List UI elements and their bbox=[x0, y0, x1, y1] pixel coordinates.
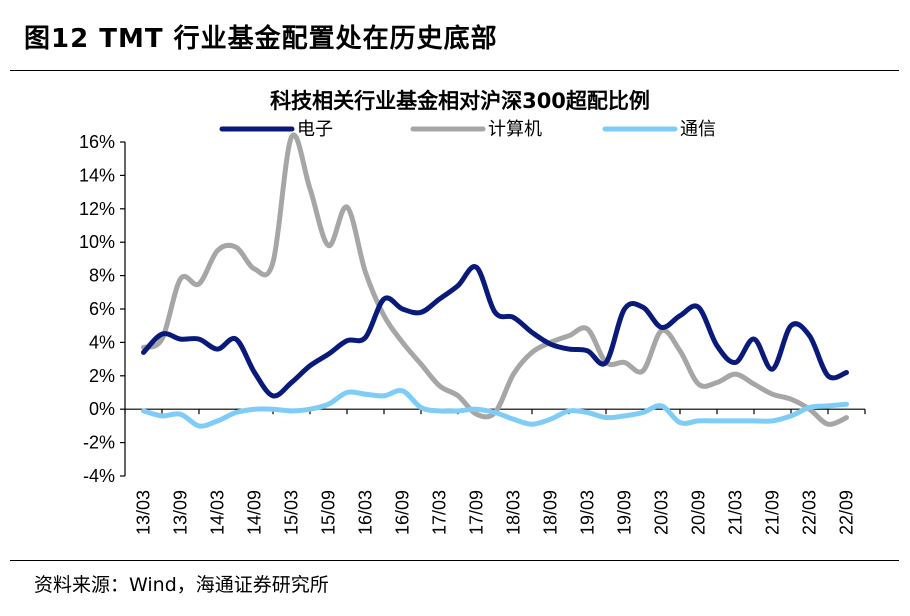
x-tick-label: 19/03 bbox=[578, 490, 598, 535]
legend-label-1: 电子 bbox=[297, 119, 333, 140]
x-tick-label: 20/09 bbox=[689, 490, 709, 535]
legend: 电子 计算机 通信 bbox=[219, 119, 716, 140]
y-tick-label: 0% bbox=[89, 399, 115, 419]
y-tick-label: 2% bbox=[89, 366, 115, 386]
x-tick-label: 22/03 bbox=[800, 490, 820, 535]
x-tick-label: 14/03 bbox=[208, 490, 228, 535]
x-tick-label: 21/03 bbox=[726, 490, 746, 535]
x-tick-label: 14/09 bbox=[245, 490, 265, 535]
series-line-3 bbox=[141, 387, 849, 429]
x-tick-label: 19/09 bbox=[615, 490, 635, 535]
x-tick-label: 13/03 bbox=[134, 490, 154, 535]
legend-label-2: 计算机 bbox=[488, 119, 542, 140]
x-tick-label: 15/03 bbox=[282, 490, 302, 535]
x-tick-label: 21/09 bbox=[763, 490, 783, 535]
y-tick-label: 6% bbox=[89, 299, 115, 319]
axes: -4% -2% 0% 2% 4% 6% 8% 10% 12% 14% 16% 13/03 13/09 14… bbox=[79, 132, 866, 535]
figure-title: 图12 TMT 行业基金配置处在历史底部 bbox=[24, 24, 498, 54]
x-tick-label: 16/09 bbox=[393, 490, 413, 535]
x-tick-label: 20/03 bbox=[652, 490, 672, 535]
chart-title-group: 科技相关行业基金相对沪深300超配比例 bbox=[270, 89, 650, 113]
y-tick-label: -2% bbox=[83, 433, 115, 453]
y-tick-label: -4% bbox=[83, 466, 115, 486]
x-tick-label: 16/03 bbox=[356, 490, 376, 535]
x-tick-label: 18/03 bbox=[504, 490, 524, 535]
x-tick-label: 15/09 bbox=[319, 490, 339, 535]
y-tick-label: 4% bbox=[89, 332, 115, 352]
series-line-2 bbox=[141, 132, 849, 427]
chart-title: 科技相关行业基金相对沪深300超配比例 bbox=[270, 89, 650, 113]
bottom-rule bbox=[10, 560, 899, 561]
x-tick-label: 22/09 bbox=[837, 490, 857, 535]
legend-label-3: 通信 bbox=[680, 119, 716, 140]
x-tick-label: 18/09 bbox=[541, 490, 561, 535]
y-tick-label: 12% bbox=[79, 199, 115, 219]
x-tick-label: 13/09 bbox=[171, 490, 191, 535]
y-tick-label: 8% bbox=[89, 266, 115, 286]
y-tick-label: 16% bbox=[79, 132, 115, 152]
source-note: 资料来源：Wind，海通证券研究所 bbox=[34, 574, 329, 596]
y-tick-label: 10% bbox=[79, 232, 115, 252]
x-tick-label: 17/09 bbox=[467, 490, 487, 535]
series-lines bbox=[141, 132, 849, 429]
y-tick-label: 14% bbox=[79, 165, 115, 185]
top-rule bbox=[10, 70, 899, 71]
series-line-1 bbox=[141, 264, 849, 399]
x-tick-label: 17/03 bbox=[430, 490, 450, 535]
